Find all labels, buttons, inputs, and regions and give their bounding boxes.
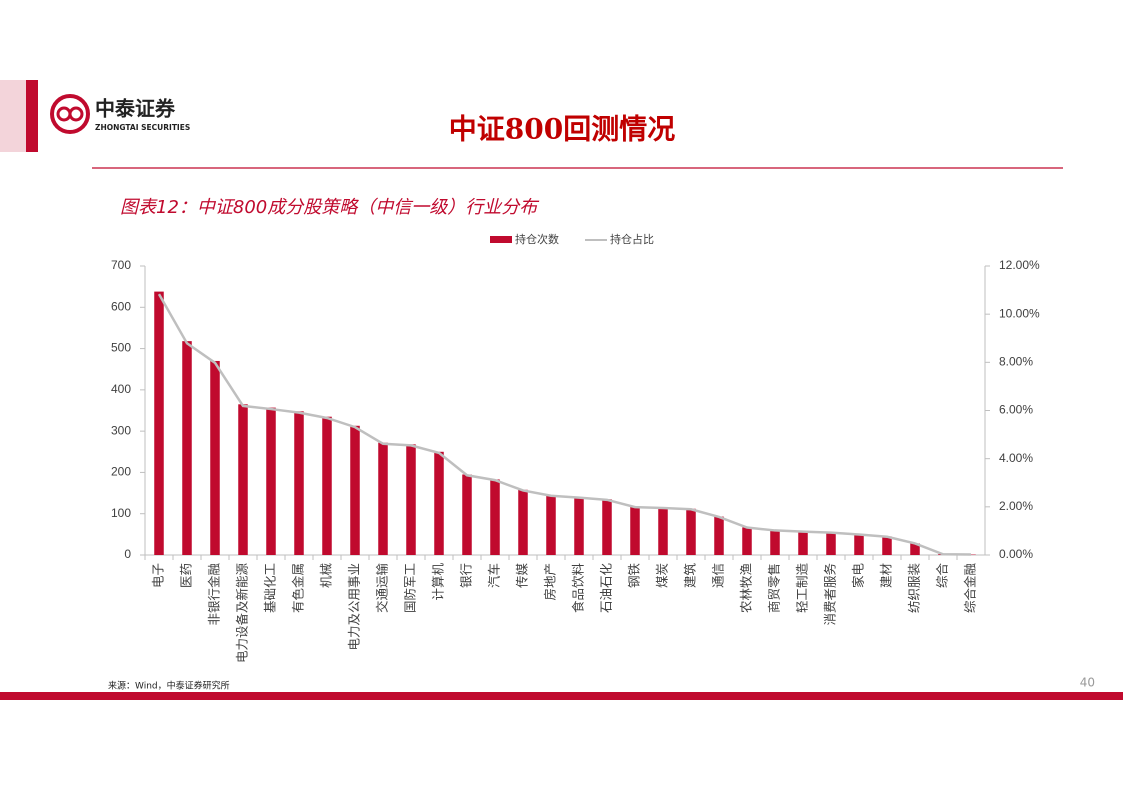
x-tick-label: 通信 xyxy=(711,563,726,588)
header-bar-light xyxy=(0,80,26,152)
x-tick-label: 医药 xyxy=(179,563,194,588)
x-tick-label: 传媒 xyxy=(515,563,530,589)
bar xyxy=(154,292,164,555)
x-tick-label: 石油石化 xyxy=(599,563,614,614)
slide-title: 中证800回测情况 xyxy=(449,113,675,146)
bar xyxy=(770,530,780,555)
x-tick-label: 家电 xyxy=(851,563,866,589)
chart: 0 100 200 300 400 500 600 700 0.00% 2.00% 4.00% 6.0… xyxy=(111,232,1040,663)
bar xyxy=(658,508,668,555)
bar xyxy=(406,444,416,555)
y2-tick-label: 4.00% xyxy=(999,451,1033,465)
y2-tick-label: 10.00% xyxy=(999,306,1040,320)
x-tick-label: 房地产 xyxy=(543,563,558,601)
x-tick-label: 钢铁 xyxy=(627,563,642,589)
y2-tick-label: 6.00% xyxy=(999,403,1033,417)
logo-en: ZHONGTAI SECURITIES xyxy=(95,123,190,132)
logo-mark xyxy=(58,108,70,120)
bar xyxy=(322,417,332,555)
y2-tick-label: 2.00% xyxy=(999,499,1033,513)
footer-band xyxy=(0,692,1123,700)
x-tick-label: 食品饮料 xyxy=(571,563,586,614)
bar xyxy=(182,341,192,555)
y-tick-label: 500 xyxy=(111,341,131,355)
y2-tick-label: 0.00% xyxy=(999,547,1033,561)
x-tick-label: 轻工制造 xyxy=(795,563,810,614)
y2-tick-label: 12.00% xyxy=(999,258,1040,272)
bar xyxy=(574,497,584,555)
bar xyxy=(602,499,612,555)
x-tick-label: 电力设备及新能源 xyxy=(235,563,250,664)
logo-mark xyxy=(70,108,82,120)
bar xyxy=(434,452,444,555)
x-tick-label: 电力及公用事业 xyxy=(347,563,362,651)
bar xyxy=(714,517,724,555)
y-tick-label: 100 xyxy=(111,506,131,520)
y-tick-label: 300 xyxy=(111,423,131,437)
x-tick-label: 煤炭 xyxy=(655,563,670,588)
y-tick-label: 700 xyxy=(111,258,131,272)
bar xyxy=(798,531,808,555)
x-tick-label: 非银行金融 xyxy=(207,563,222,626)
x-tick-label: 机械 xyxy=(319,563,334,589)
x-tick-label: 建筑 xyxy=(683,563,698,589)
bar xyxy=(210,361,220,555)
bar xyxy=(294,411,304,555)
bar xyxy=(546,495,556,555)
legend-label: 持仓次数 xyxy=(515,232,559,246)
x-tick-label: 消费者服务 xyxy=(823,563,838,626)
x-tick-label: 综合金融 xyxy=(963,563,978,614)
bar xyxy=(518,490,528,555)
x-tick-label: 基础化工 xyxy=(263,563,278,613)
source: 来源：Wind，中泰证券研究所 xyxy=(108,680,230,692)
bar xyxy=(490,479,500,555)
x-tick-label: 农林牧渔 xyxy=(739,563,754,613)
page-number: 40 xyxy=(1080,676,1095,690)
legend-swatch xyxy=(490,236,512,243)
bar xyxy=(742,527,752,555)
y-tick-label: 600 xyxy=(111,299,131,313)
bar xyxy=(350,426,360,555)
x-tick-label: 交通运输 xyxy=(375,563,390,614)
x-tick-label: 国防军工 xyxy=(403,563,418,613)
x-tick-label: 综合 xyxy=(935,563,950,589)
bar xyxy=(238,404,248,555)
bar xyxy=(462,474,472,555)
header-bar xyxy=(26,80,38,152)
y-tick-label: 0 xyxy=(124,547,131,561)
x-tick-label: 电子 xyxy=(151,563,166,588)
line xyxy=(159,294,971,554)
x-tick-label: 计算机 xyxy=(431,563,446,601)
bar xyxy=(826,532,836,555)
y-tick-label: 200 xyxy=(111,465,131,479)
bar xyxy=(686,509,696,555)
x-tick-label: 建材 xyxy=(879,563,894,588)
bar xyxy=(854,534,864,555)
bar xyxy=(266,408,276,555)
x-tick-label: 汽车 xyxy=(487,563,502,588)
y2-tick-label: 8.00% xyxy=(999,355,1033,369)
x-tick-label: 有色金属 xyxy=(291,563,306,613)
x-tick-label: 商贸零售 xyxy=(767,563,782,613)
bar xyxy=(882,536,892,555)
x-tick-label: 纺织服装 xyxy=(907,563,922,613)
legend-label: 持仓占比 xyxy=(610,232,654,246)
logo-cn: 中泰证券 xyxy=(95,97,176,121)
y-tick-label: 400 xyxy=(111,382,131,396)
bar xyxy=(630,507,640,555)
bar xyxy=(378,443,388,555)
chart-title: 图表12：中证800成分股策略（中信一级）行业分布 xyxy=(120,197,540,218)
x-tick-label: 银行 xyxy=(459,563,474,588)
